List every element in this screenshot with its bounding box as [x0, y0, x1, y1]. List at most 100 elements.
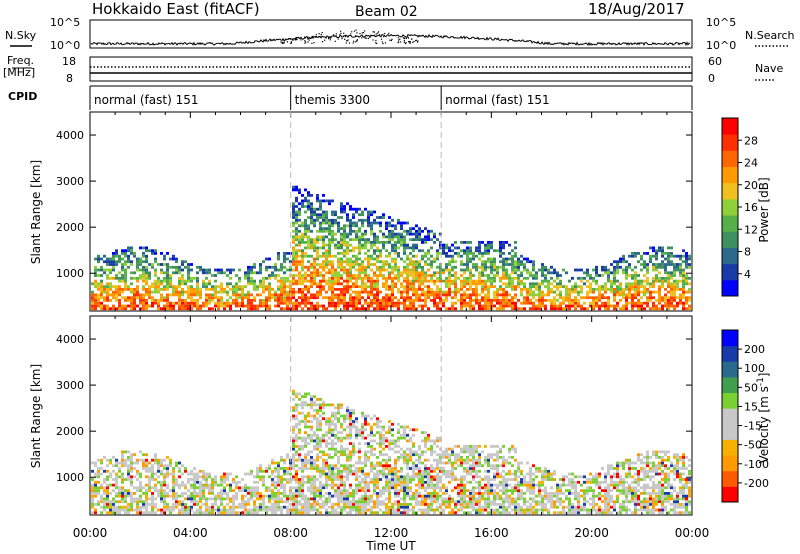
- heatmap-cell: [391, 442, 394, 445]
- heatmap-cell: [652, 282, 655, 286]
- heatmap-cell: [100, 268, 103, 272]
- heatmap-cell: [643, 279, 646, 283]
- heatmap-cell: [103, 478, 106, 481]
- heatmap-cell: [322, 288, 325, 291]
- heatmap-cell: [547, 299, 550, 302]
- heatmap-cell: [469, 241, 472, 244]
- heatmap-cell: [139, 293, 142, 297]
- heatmap-cell: [283, 299, 286, 302]
- heatmap-cell: [379, 425, 382, 429]
- nsearch-dot: [350, 33, 352, 35]
- heatmap-cell: [97, 257, 100, 261]
- heatmap-cell: [367, 285, 370, 288]
- heatmap-cell: [331, 276, 334, 280]
- heatmap-cell: [634, 279, 637, 283]
- heatmap-cell: [436, 249, 439, 253]
- heatmap-cell: [418, 263, 421, 266]
- heatmap-cell: [370, 505, 373, 509]
- heatmap-cell: [262, 276, 265, 280]
- heatmap-cell: [331, 411, 334, 415]
- heatmap-cell: [574, 301, 577, 305]
- heatmap-cell: [133, 486, 136, 490]
- heatmap-cell: [313, 439, 316, 443]
- heatmap-cell: [301, 420, 304, 423]
- heatmap-cell: [469, 299, 472, 302]
- heatmap-cell: [97, 472, 100, 476]
- heatmap-cell: [409, 271, 412, 275]
- heatmap-cell: [307, 285, 310, 288]
- heatmap-cell: [322, 400, 325, 404]
- heatmap-cell: [325, 492, 328, 495]
- heatmap-cell: [103, 508, 106, 512]
- heatmap-cell: [193, 276, 196, 280]
- heatmap-cell: [367, 260, 370, 264]
- heatmap-cell: [349, 511, 352, 515]
- heatmap-cell: [538, 285, 541, 288]
- heatmap-cell: [112, 307, 115, 311]
- nsearch-dot: [362, 32, 365, 34]
- heatmap-cell: [331, 456, 334, 459]
- heatmap-cell: [379, 216, 382, 219]
- heatmap-cell: [250, 469, 253, 473]
- heatmap-cell: [163, 503, 166, 506]
- noise-tick-right-top: 10^5: [706, 16, 736, 29]
- heatmap-cell: [409, 232, 412, 236]
- heatmap-cell: [445, 263, 448, 266]
- heatmap-cell: [424, 274, 427, 277]
- heatmap-cell: [349, 257, 352, 261]
- heatmap-cell: [331, 232, 334, 236]
- heatmap-cell: [376, 497, 379, 501]
- heatmap-cell: [169, 293, 172, 297]
- heatmap-cell: [172, 290, 175, 294]
- heatmap-cell: [418, 282, 421, 286]
- nsearch-dot: [345, 34, 347, 36]
- heatmap-cell: [232, 497, 235, 501]
- heatmap-cell: [106, 486, 109, 490]
- heatmap-cell: [343, 205, 346, 208]
- heatmap-cell: [139, 483, 142, 487]
- heatmap-cell: [496, 296, 499, 300]
- heatmap-cell: [157, 285, 160, 288]
- heatmap-cell: [574, 307, 577, 311]
- heatmap-cell: [166, 467, 169, 470]
- heatmap-cell: [685, 263, 688, 266]
- heatmap-cell: [295, 290, 298, 294]
- heatmap-cell: [307, 500, 310, 504]
- heatmap-cell: [301, 288, 304, 291]
- heatmap-cell: [154, 268, 157, 272]
- heatmap-cell: [295, 268, 298, 272]
- heatmap-cell: [343, 249, 346, 253]
- heatmap-cell: [316, 478, 319, 481]
- heatmap-cell: [97, 467, 100, 470]
- heatmap-cell: [544, 274, 547, 277]
- heatmap-cell: [331, 288, 334, 291]
- heatmap-cell: [304, 475, 307, 479]
- heatmap-cell: [418, 299, 421, 302]
- heatmap-cell: [304, 218, 307, 222]
- heatmap-cell: [343, 489, 346, 492]
- heatmap-cell: [307, 254, 310, 258]
- heatmap-cell: [124, 497, 127, 501]
- heatmap-cell: [394, 442, 397, 445]
- heatmap-cell: [235, 288, 238, 291]
- heatmap-cell: [379, 268, 382, 272]
- heatmap-cell: [343, 500, 346, 504]
- heatmap-cell: [163, 263, 166, 266]
- heatmap-cell: [187, 285, 190, 288]
- heatmap-cell: [382, 467, 385, 470]
- heatmap-cell: [301, 469, 304, 473]
- heatmap-cell: [94, 257, 97, 261]
- heatmap-cell: [295, 458, 298, 462]
- heatmap-cell: [187, 268, 190, 272]
- heatmap-cell: [313, 395, 316, 398]
- heatmap-cell: [277, 279, 280, 283]
- heatmap-cell: [379, 494, 382, 498]
- nsearch-dot: [300, 39, 302, 41]
- heatmap-cell: [307, 260, 310, 264]
- heatmap-cell: [235, 511, 238, 515]
- heatmap-cell: [460, 279, 463, 283]
- heatmap-cell: [529, 282, 532, 286]
- heatmap-cell: [94, 486, 97, 490]
- heatmap-cell: [151, 265, 154, 269]
- heatmap-cell: [493, 290, 496, 294]
